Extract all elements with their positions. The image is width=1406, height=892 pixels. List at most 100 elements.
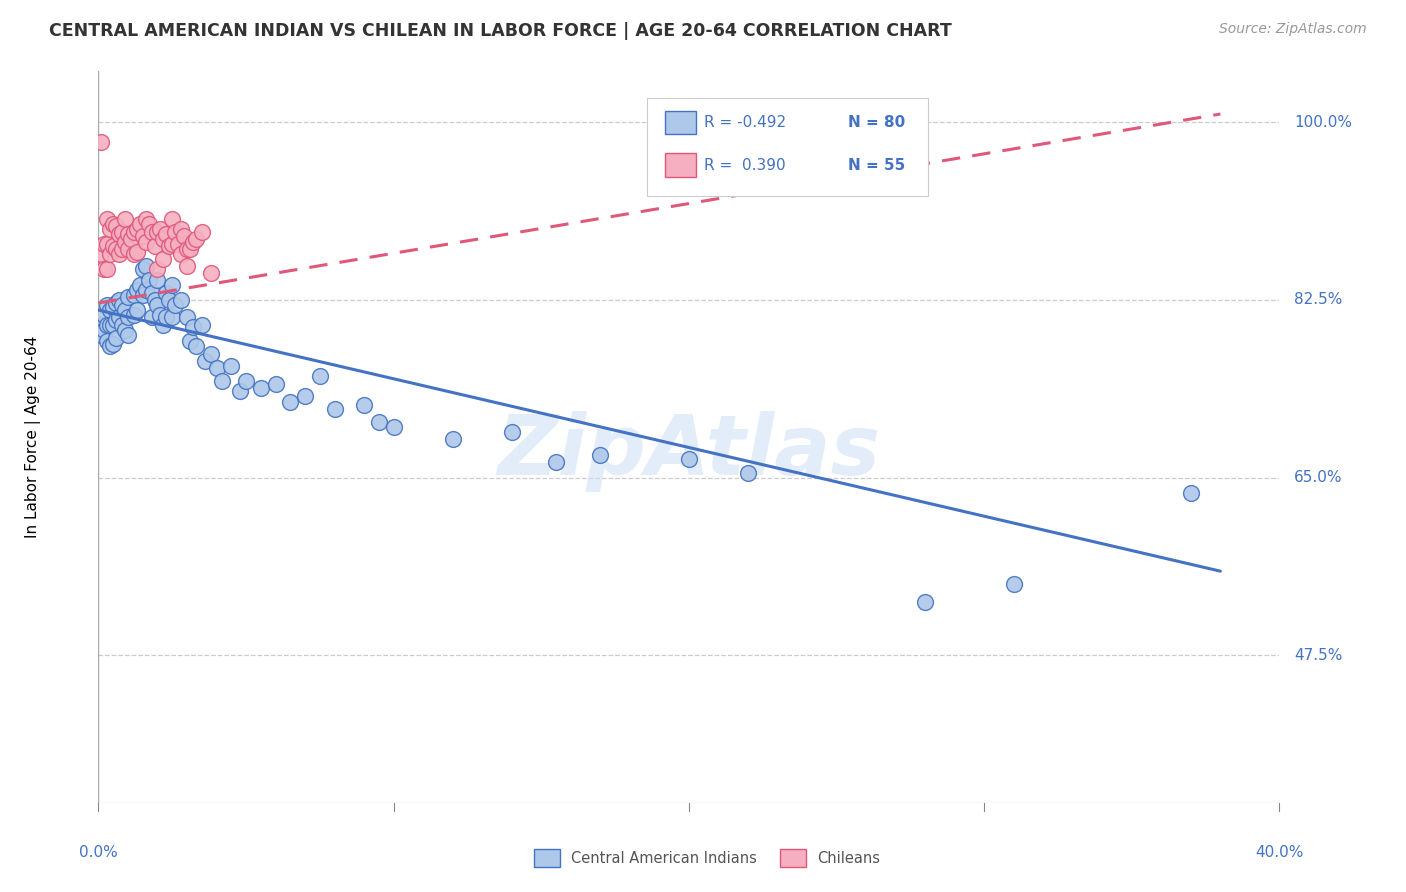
Point [191, 225, 214, 239]
Point [179, 334, 201, 348]
Text: R =  0.390: R = 0.390 [704, 158, 786, 172]
Point [162, 237, 183, 252]
Point [176, 242, 198, 256]
Point [117, 310, 139, 325]
Point [146, 225, 169, 239]
Point [170, 247, 193, 261]
Point [90, 318, 112, 333]
Point [173, 228, 195, 243]
Point [96, 334, 118, 348]
Point [122, 247, 145, 261]
Point [90, 247, 112, 261]
Point [155, 285, 177, 300]
Point [149, 308, 172, 322]
Point [125, 222, 148, 236]
Point [167, 237, 190, 252]
Text: 47.5%: 47.5% [1295, 648, 1343, 663]
Point [135, 235, 157, 249]
Point [117, 242, 139, 256]
Point [162, 310, 183, 325]
Point [143, 239, 166, 253]
Point [96, 298, 118, 312]
Point [138, 217, 160, 231]
Point [105, 313, 128, 327]
Point [117, 290, 139, 304]
Point [120, 232, 142, 246]
Point [114, 211, 136, 226]
Point [191, 318, 214, 333]
Point [170, 293, 193, 307]
Point [181, 320, 204, 334]
Point [117, 328, 139, 343]
Point [114, 235, 136, 249]
Point [382, 420, 405, 434]
Point [162, 211, 183, 226]
Point [90, 136, 112, 150]
Text: 65.0%: 65.0% [1295, 470, 1343, 485]
Point [141, 310, 163, 325]
Text: 82.5%: 82.5% [1295, 293, 1343, 308]
Point [93, 262, 115, 277]
Point [98, 222, 121, 236]
Point [200, 347, 222, 361]
Point [125, 245, 148, 260]
Point [138, 272, 160, 286]
Text: 40.0%: 40.0% [1256, 846, 1303, 861]
Point [264, 377, 287, 392]
Point [135, 211, 157, 226]
Point [105, 242, 128, 256]
Point [90, 328, 112, 343]
Point [737, 466, 759, 480]
Point [914, 594, 936, 608]
Point [103, 239, 125, 253]
Point [122, 288, 145, 302]
Point [141, 285, 163, 300]
Point [181, 235, 204, 249]
Point [170, 222, 193, 236]
Text: R = -0.492: R = -0.492 [704, 115, 786, 129]
Point [96, 262, 118, 277]
Point [184, 338, 207, 352]
Point [111, 298, 134, 312]
Point [294, 389, 316, 403]
Point [111, 225, 134, 239]
Text: Central American Indians: Central American Indians [571, 851, 756, 865]
Point [353, 398, 375, 412]
Point [152, 318, 174, 333]
Text: Chileans: Chileans [817, 851, 880, 865]
Point [108, 293, 131, 307]
Point [501, 425, 523, 439]
Point [98, 303, 121, 318]
Point [250, 381, 273, 395]
Point [132, 262, 155, 277]
Text: 0.0%: 0.0% [79, 846, 118, 861]
Point [165, 298, 187, 312]
Point [309, 369, 332, 384]
Point [155, 227, 177, 241]
Point [149, 222, 172, 236]
Point [141, 225, 163, 239]
Point [117, 227, 139, 241]
Text: 100.0%: 100.0% [1295, 115, 1353, 129]
Point [280, 394, 302, 409]
Point [108, 247, 131, 261]
Point [96, 237, 118, 252]
Point [111, 318, 134, 333]
Point [1002, 577, 1025, 591]
Point [114, 323, 136, 337]
Point [211, 374, 233, 388]
Point [184, 232, 207, 246]
Point [98, 318, 121, 333]
Point [128, 217, 150, 231]
Point [221, 359, 243, 373]
Point [143, 293, 166, 307]
Point [678, 452, 700, 467]
Point [125, 283, 148, 297]
Point [98, 338, 121, 352]
Point [93, 237, 115, 252]
Text: In Labor Force | Age 20-64: In Labor Force | Age 20-64 [25, 336, 41, 538]
Point [122, 308, 145, 322]
Point [122, 225, 145, 239]
Point [205, 361, 228, 376]
Text: ZipAtlas: ZipAtlas [498, 411, 880, 492]
